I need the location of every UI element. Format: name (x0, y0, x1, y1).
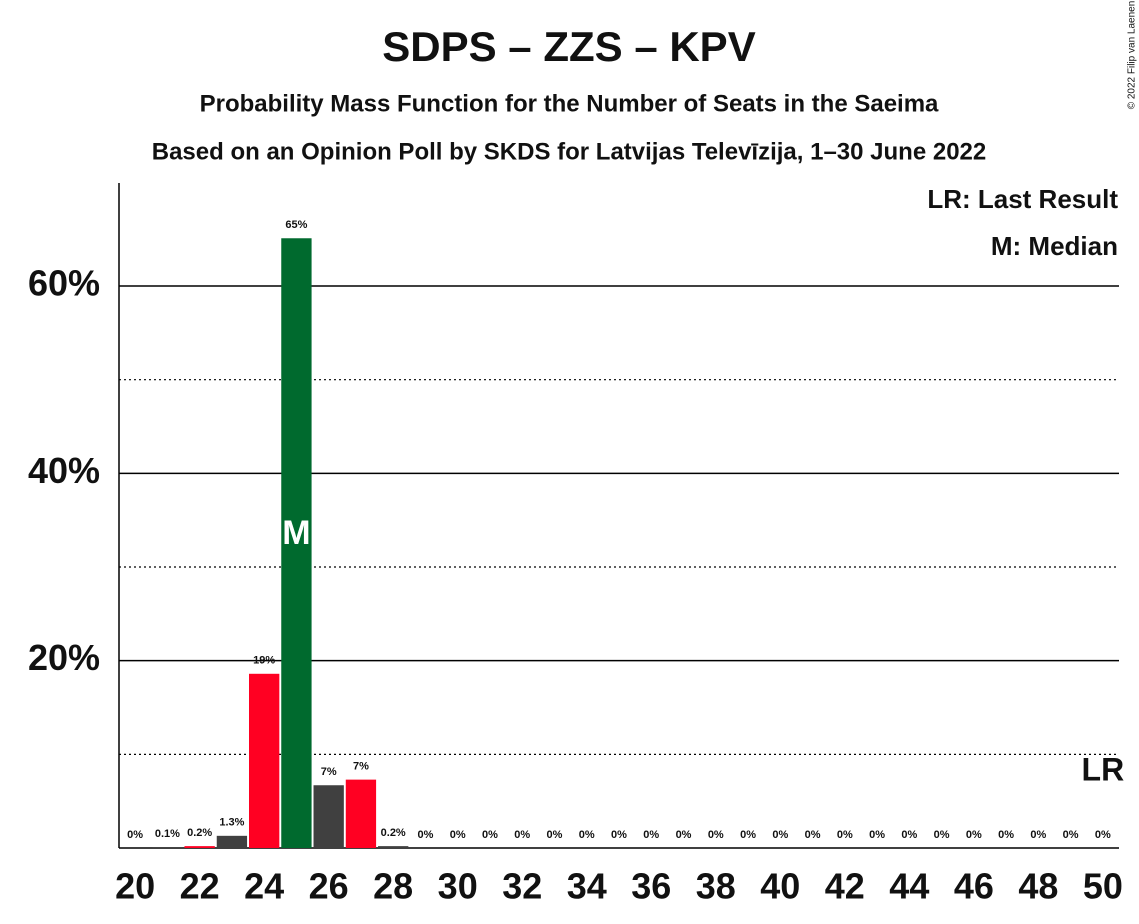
y-tick-label: 60% (28, 263, 100, 304)
bar (216, 835, 248, 848)
value-label: 0% (547, 829, 563, 841)
x-tick-label: 26 (309, 866, 349, 907)
value-label: 1.3% (219, 817, 244, 829)
x-tick-label: 40 (760, 866, 800, 907)
x-tick-label: 42 (825, 866, 865, 907)
value-label: 0% (934, 829, 950, 841)
value-label: 7% (321, 766, 337, 778)
value-label: 0% (579, 829, 595, 841)
x-tick-label: 30 (438, 866, 478, 907)
x-tick-label: 46 (954, 866, 994, 907)
y-tick-label: 40% (28, 450, 100, 491)
value-label: 0% (643, 829, 659, 841)
value-label: 0% (1063, 829, 1079, 841)
value-label: 65% (285, 219, 307, 231)
value-label: 19% (253, 655, 275, 667)
x-tick-label: 48 (1018, 866, 1058, 907)
value-label: 0.2% (381, 827, 406, 839)
copyright: © 2022 Filip van Laenen (1127, 1, 1138, 110)
bar (313, 785, 344, 848)
chart-subtitle: Probability Mass Function for the Number… (200, 90, 939, 117)
x-tick-label: 22 (180, 866, 220, 907)
value-label: 0% (611, 829, 627, 841)
value-label: 0% (740, 829, 756, 841)
value-label: 0% (805, 829, 821, 841)
bar (281, 238, 312, 848)
value-label: 7% (353, 761, 369, 773)
legend-entry: LR: Last Result (927, 184, 1118, 214)
value-label: 0% (482, 829, 498, 841)
value-label: 0% (837, 829, 853, 841)
x-tick-label: 20 (115, 866, 155, 907)
value-label: 0.1% (155, 828, 180, 840)
value-label: 0% (514, 829, 530, 841)
value-label: 0% (450, 829, 466, 841)
chart-title: SDPS – ZZS – KPV (382, 23, 755, 70)
x-tick-label: 36 (631, 866, 671, 907)
value-label: 0.2% (187, 827, 212, 839)
value-label: 0% (676, 829, 692, 841)
value-label: 0% (127, 829, 143, 841)
x-tick-label: 50 (1083, 866, 1123, 907)
y-tick-label: 20% (28, 637, 100, 678)
bar (378, 846, 409, 848)
x-tick-label: 28 (373, 866, 413, 907)
value-label: 0% (966, 829, 982, 841)
x-tick-label: 44 (889, 866, 929, 907)
median-marker: M (282, 514, 310, 552)
bar (249, 673, 280, 848)
value-label: 0% (1030, 829, 1046, 841)
value-label: 0% (998, 829, 1014, 841)
x-tick-label: 38 (696, 866, 736, 907)
bar (345, 779, 377, 848)
x-tick-label: 24 (244, 866, 284, 907)
last-result-marker: LR (1082, 751, 1125, 787)
value-label: 0% (417, 829, 433, 841)
value-label: 0% (1095, 829, 1111, 841)
value-label: 0% (772, 829, 788, 841)
bar (152, 847, 183, 848)
legend-entry: M: Median (991, 231, 1118, 261)
x-tick-label: 32 (502, 866, 542, 907)
value-label: 0% (869, 829, 885, 841)
value-label: 0% (708, 829, 724, 841)
x-tick-label: 34 (567, 866, 607, 907)
bar (184, 846, 215, 848)
value-label: 0% (901, 829, 917, 841)
chart-subtitle: Based on an Opinion Poll by SKDS for Lat… (152, 138, 987, 165)
